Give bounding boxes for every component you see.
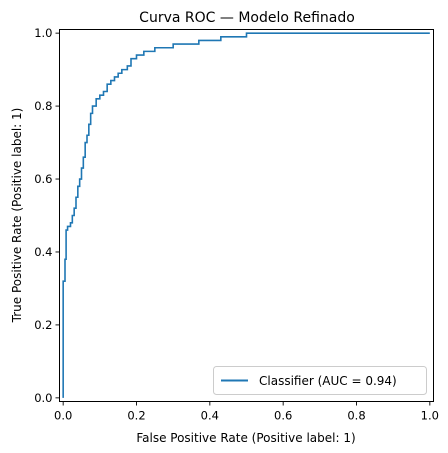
y-tick-label: 1.0 — [34, 26, 52, 40]
x-axis-label: False Positive Rate (Positive label: 1) — [136, 431, 355, 445]
x-tick-label: 0.2 — [127, 409, 145, 423]
y-tick-label: 0.6 — [34, 172, 52, 186]
y-axis-label: True Positive Rate (Positive label: 1) — [10, 108, 24, 324]
y-tick-label: 0.4 — [34, 245, 52, 259]
x-tick-label: 0.0 — [54, 409, 72, 423]
roc-curve-line — [62, 32, 430, 398]
y-tick-label: 0.2 — [34, 318, 52, 332]
legend-label: Classifier (AUC = 0.94) — [259, 374, 397, 388]
x-tick-label: 0.4 — [201, 409, 219, 423]
y-axis-ticks: 0.0 0.2 0.4 0.6 0.8 1.0 — [34, 26, 60, 405]
plot-area — [59, 29, 434, 402]
legend-box — [213, 366, 427, 395]
x-tick-label: 1.0 — [421, 409, 439, 423]
x-tick-label: 0.8 — [347, 409, 365, 423]
x-axis-ticks: 0.0 0.2 0.4 0.6 0.8 1.0 — [54, 401, 439, 423]
chart-title: Curva ROC — Modelo Refinado — [139, 10, 355, 26]
legend: Classifier (AUC = 0.94) — [213, 366, 427, 395]
x-tick-label: 0.6 — [274, 409, 292, 423]
y-tick-label: 0.8 — [34, 99, 52, 113]
y-tick-label: 0.0 — [34, 391, 52, 405]
curve-group — [62, 32, 430, 398]
plot-frame — [59, 29, 434, 402]
